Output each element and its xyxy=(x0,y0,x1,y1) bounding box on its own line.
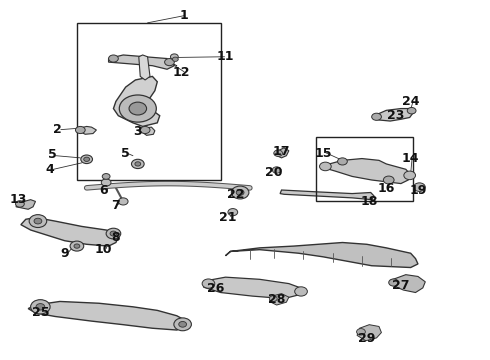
Circle shape xyxy=(179,321,187,327)
Circle shape xyxy=(270,296,277,301)
Circle shape xyxy=(109,55,118,62)
Circle shape xyxy=(84,157,90,161)
Circle shape xyxy=(228,208,238,216)
Polygon shape xyxy=(114,76,160,126)
Text: 3: 3 xyxy=(133,125,142,138)
Text: 4: 4 xyxy=(46,163,54,176)
Polygon shape xyxy=(357,325,381,341)
Circle shape xyxy=(389,279,398,286)
Circle shape xyxy=(101,179,111,186)
Circle shape xyxy=(70,241,84,251)
Text: 16: 16 xyxy=(378,183,395,195)
Circle shape xyxy=(338,158,347,165)
Circle shape xyxy=(34,218,42,224)
Text: 25: 25 xyxy=(32,306,49,319)
Polygon shape xyxy=(16,200,35,209)
Text: 14: 14 xyxy=(402,152,419,165)
Text: 5: 5 xyxy=(121,147,130,160)
Text: 28: 28 xyxy=(268,293,285,306)
Circle shape xyxy=(357,329,366,335)
Text: 11: 11 xyxy=(217,50,234,63)
Circle shape xyxy=(36,303,45,310)
Circle shape xyxy=(404,171,416,180)
Text: 23: 23 xyxy=(388,109,405,122)
Circle shape xyxy=(272,167,281,173)
Text: 18: 18 xyxy=(361,195,378,208)
Polygon shape xyxy=(21,217,118,246)
Polygon shape xyxy=(280,190,374,200)
Polygon shape xyxy=(225,243,418,267)
Polygon shape xyxy=(203,277,303,298)
Polygon shape xyxy=(28,301,187,330)
Text: 27: 27 xyxy=(392,279,410,292)
Circle shape xyxy=(165,59,174,66)
Circle shape xyxy=(174,318,192,331)
Circle shape xyxy=(236,190,244,195)
Circle shape xyxy=(294,287,307,296)
Polygon shape xyxy=(78,126,97,134)
Polygon shape xyxy=(275,148,289,158)
Text: 8: 8 xyxy=(112,231,120,244)
Circle shape xyxy=(131,159,144,168)
Circle shape xyxy=(231,186,249,199)
Circle shape xyxy=(171,54,178,60)
Polygon shape xyxy=(270,294,289,305)
Bar xyxy=(77,23,221,180)
Text: 7: 7 xyxy=(112,198,120,212)
Circle shape xyxy=(106,228,121,239)
Circle shape xyxy=(30,300,50,314)
Circle shape xyxy=(202,279,215,288)
Text: 26: 26 xyxy=(207,283,224,296)
Text: 5: 5 xyxy=(48,148,57,162)
Circle shape xyxy=(135,162,141,166)
Circle shape xyxy=(129,102,147,115)
Text: 21: 21 xyxy=(219,211,237,224)
Circle shape xyxy=(414,183,425,192)
Text: 24: 24 xyxy=(402,95,419,108)
Text: 2: 2 xyxy=(53,123,62,136)
Bar xyxy=(316,137,413,202)
Circle shape xyxy=(16,201,24,207)
Text: 13: 13 xyxy=(10,193,27,206)
Text: 20: 20 xyxy=(266,166,283,179)
Circle shape xyxy=(383,176,394,184)
Polygon shape xyxy=(373,109,413,121)
Polygon shape xyxy=(323,158,411,184)
Circle shape xyxy=(372,113,381,120)
Circle shape xyxy=(119,95,156,122)
Polygon shape xyxy=(142,127,155,135)
Polygon shape xyxy=(139,55,150,80)
Polygon shape xyxy=(390,275,425,293)
Circle shape xyxy=(140,126,150,134)
Text: 6: 6 xyxy=(99,184,108,197)
Circle shape xyxy=(319,162,331,171)
Circle shape xyxy=(102,174,110,179)
Circle shape xyxy=(118,198,128,205)
Circle shape xyxy=(75,126,85,134)
Circle shape xyxy=(29,215,47,228)
Circle shape xyxy=(274,150,283,157)
Text: 15: 15 xyxy=(314,147,332,160)
Text: 19: 19 xyxy=(409,184,427,197)
Text: 10: 10 xyxy=(95,243,113,256)
Text: 17: 17 xyxy=(273,145,290,158)
Text: 1: 1 xyxy=(180,9,189,22)
Circle shape xyxy=(172,57,178,62)
Text: 9: 9 xyxy=(60,247,69,260)
Text: 29: 29 xyxy=(358,333,375,346)
Circle shape xyxy=(81,155,93,163)
Circle shape xyxy=(110,231,117,236)
Text: 12: 12 xyxy=(173,66,191,79)
Text: 22: 22 xyxy=(226,188,244,201)
Circle shape xyxy=(407,108,416,114)
Circle shape xyxy=(74,244,80,248)
Polygon shape xyxy=(109,55,174,69)
